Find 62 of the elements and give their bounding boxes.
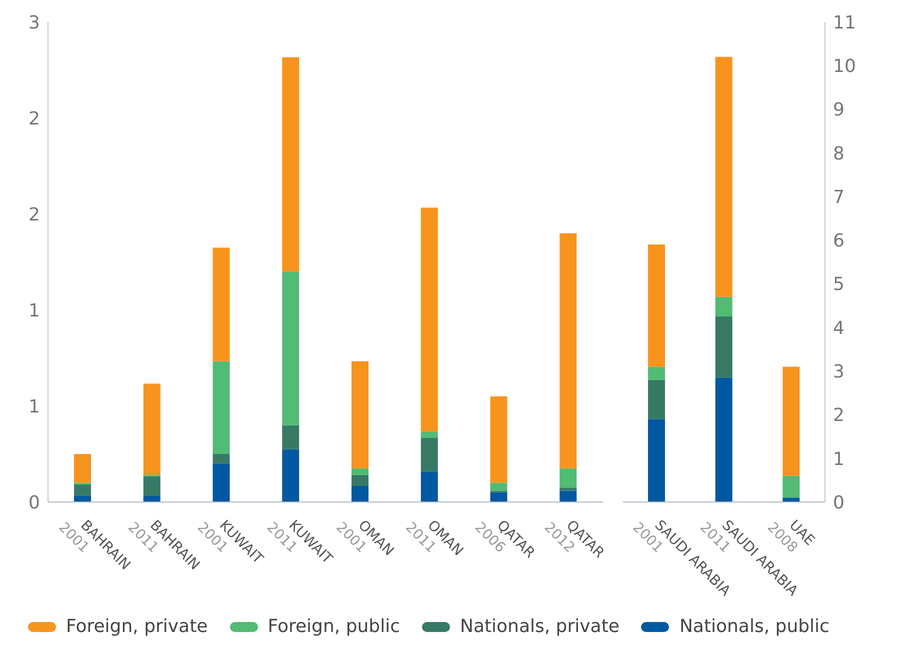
bar: [560, 233, 577, 468]
y-tick-label: 1: [28, 300, 40, 322]
bar: [143, 496, 160, 502]
bar: [420, 472, 438, 502]
bar: [782, 498, 800, 502]
bar: [490, 482, 508, 491]
bar: [74, 496, 91, 502]
bar: [490, 492, 508, 502]
bar: [782, 476, 800, 498]
y-tick-label: 2: [28, 108, 40, 130]
y-tick-label: 9: [833, 100, 844, 121]
bar: [282, 425, 300, 450]
bar: [420, 438, 438, 472]
bar: [352, 474, 368, 486]
legend-label: Foreign, private: [66, 616, 208, 637]
bar: [648, 366, 665, 380]
bar: [715, 56, 732, 297]
bar: [212, 464, 230, 502]
y-tick-label: 3: [28, 12, 40, 34]
bar: [648, 380, 665, 420]
bar: [560, 468, 577, 488]
y-tick-label: 3: [833, 361, 844, 382]
y-tick-label: 5: [833, 274, 844, 296]
y-tick-label: 8: [833, 143, 844, 164]
legend-label: Nationals, public: [679, 616, 830, 637]
bar: [352, 468, 368, 475]
y-tick-label: 11: [833, 12, 856, 34]
bar: [282, 449, 300, 502]
y-tick-label: 1: [28, 396, 40, 418]
bar: [420, 208, 438, 432]
y-tick-label: 4: [833, 318, 844, 339]
y-tick-label: 0: [833, 492, 844, 514]
bar: [420, 432, 438, 438]
y-tick-label: 2: [833, 405, 844, 426]
bar: [715, 378, 732, 502]
y-tick-label: 0: [28, 492, 40, 514]
legend-label: Foreign, public: [268, 616, 400, 637]
bar: [490, 396, 508, 483]
bar: [143, 476, 160, 496]
y-tick-label: 1: [833, 448, 844, 470]
bar: [282, 272, 300, 426]
y-tick-label: 2: [28, 204, 40, 226]
bar: [560, 490, 577, 502]
bar: [648, 244, 665, 367]
bar: [282, 57, 300, 272]
bar: [352, 361, 368, 468]
bar: [715, 296, 732, 317]
bar: [782, 366, 800, 476]
bar: [212, 361, 230, 454]
bar: [74, 484, 91, 496]
bar: [212, 454, 230, 464]
bar: [560, 488, 577, 491]
legend-label: Nationals, private: [460, 616, 620, 637]
y-tick-label: 10: [833, 56, 856, 78]
bar: [143, 384, 160, 475]
bar: [648, 419, 665, 502]
bar: [715, 316, 732, 378]
bar: [74, 454, 91, 483]
bar: [212, 248, 230, 362]
bar: [352, 486, 368, 502]
y-tick-label: 7: [833, 186, 844, 208]
y-tick-label: 6: [833, 230, 844, 252]
